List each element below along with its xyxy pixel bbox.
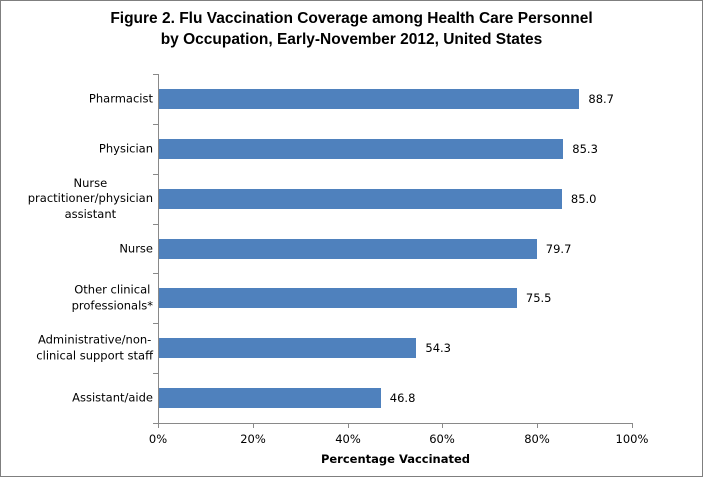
category-label: Nurse	[119, 240, 153, 255]
x-tick-label: 60%	[429, 432, 455, 446]
value-label: 88.7	[588, 91, 614, 106]
x-axis-tick	[632, 423, 633, 428]
x-tick-label: 100%	[615, 432, 649, 446]
x-axis-tick	[537, 423, 538, 428]
y-axis-line	[158, 74, 159, 424]
x-tick-label: 0%	[148, 432, 168, 446]
category-label: Other clinical professionals*	[71, 282, 153, 313]
value-label: 79.7	[545, 241, 572, 256]
bar	[159, 89, 580, 109]
x-axis-line	[158, 423, 633, 424]
x-axis-tick	[253, 423, 254, 428]
value-label: 75.5	[525, 291, 552, 306]
x-axis-tick	[348, 423, 349, 428]
y-axis-tick	[153, 74, 158, 75]
category-label: Nurse practitioner/physician assistant	[27, 175, 153, 221]
chart-title: Figure 2. Flu Vaccination Coverage among…	[1, 8, 702, 50]
bar	[159, 139, 564, 159]
y-axis-tick	[153, 373, 158, 374]
x-axis-tick	[442, 423, 443, 428]
x-tick-label: 80%	[524, 432, 550, 446]
x-axis-title: Percentage Vaccinated	[320, 452, 471, 466]
y-axis-tick	[153, 423, 158, 424]
chart-title-line2: by Occupation, Early-November 2012, Unit…	[160, 31, 543, 48]
y-axis-tick	[153, 323, 158, 324]
value-label: 85.3	[572, 141, 598, 156]
category-label: Physician	[98, 141, 153, 156]
bar	[159, 388, 381, 408]
chart-title-line1: Figure 2. Flu Vaccination Coverage among…	[110, 10, 593, 27]
y-axis-tick	[153, 124, 158, 125]
y-axis-tick	[153, 174, 158, 175]
value-label: 54.3	[425, 341, 451, 356]
y-axis-tick	[153, 273, 158, 274]
bar	[159, 239, 537, 259]
category-label: Assistant/aide	[72, 390, 153, 405]
category-label: Pharmacist	[88, 91, 153, 106]
category-label: Administrative/non- clinical support sta…	[36, 332, 153, 363]
value-label: 85.0	[570, 191, 597, 206]
bar	[159, 189, 562, 209]
y-axis-tick	[153, 224, 158, 225]
x-axis-tick	[158, 423, 159, 428]
x-tick-label: 40%	[335, 432, 361, 446]
bar	[159, 338, 417, 358]
x-tick-label: 20%	[240, 432, 266, 446]
value-label: 46.8	[389, 391, 416, 406]
bar	[159, 288, 517, 308]
